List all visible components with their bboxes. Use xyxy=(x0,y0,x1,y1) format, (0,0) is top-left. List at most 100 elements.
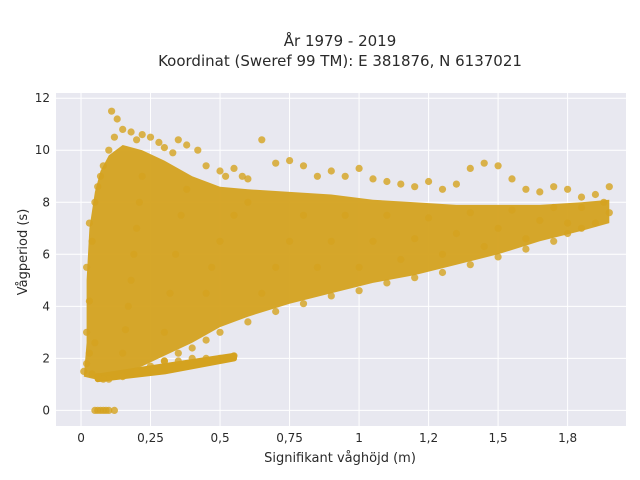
data-point xyxy=(600,198,608,206)
data-point xyxy=(341,172,349,180)
data-point xyxy=(113,115,121,123)
x-tick-label: 1,2 xyxy=(419,431,438,445)
data-point xyxy=(127,276,135,284)
x-axis-label: Signifikant våghöjd (m) xyxy=(264,451,416,466)
data-point xyxy=(244,198,252,206)
data-point xyxy=(138,131,146,139)
data-point xyxy=(91,198,99,206)
data-point xyxy=(105,406,113,414)
data-point xyxy=(550,237,558,245)
y-tick-label: 10 xyxy=(35,143,50,157)
data-point xyxy=(105,146,113,154)
data-point xyxy=(177,211,185,219)
data-point xyxy=(85,349,93,357)
data-point xyxy=(183,185,191,193)
data-point xyxy=(411,274,419,282)
data-point xyxy=(146,362,155,370)
data-point xyxy=(194,146,202,154)
data-point xyxy=(99,162,107,170)
x-tick-label: 1,8 xyxy=(558,431,577,445)
data-point xyxy=(88,237,96,245)
data-point xyxy=(591,219,600,227)
data-point xyxy=(522,235,530,243)
data-point xyxy=(397,180,405,188)
data-point xyxy=(466,209,474,217)
data-point xyxy=(91,339,99,347)
data-point xyxy=(174,349,182,357)
data-point xyxy=(564,229,572,238)
data-point xyxy=(383,279,391,287)
data-point xyxy=(216,167,224,175)
data-point xyxy=(550,203,558,212)
data-point xyxy=(299,211,308,219)
data-point xyxy=(230,211,238,219)
data-point xyxy=(108,107,116,115)
data-point xyxy=(327,237,335,245)
data-point xyxy=(508,206,516,214)
data-point xyxy=(438,268,447,277)
data-point xyxy=(169,149,177,157)
data-point xyxy=(272,263,280,271)
data-point xyxy=(299,300,308,308)
y-tick-label: 6 xyxy=(42,247,50,261)
data-point xyxy=(438,250,447,258)
data-point xyxy=(202,354,210,362)
y-tick-labels: 0 2 4 6 8 10 12 xyxy=(35,91,50,417)
data-point xyxy=(155,138,163,146)
data-point xyxy=(313,172,321,180)
data-point xyxy=(286,237,294,245)
data-point xyxy=(166,289,174,297)
data-point xyxy=(452,180,460,188)
data-point xyxy=(119,373,127,381)
scatter-points xyxy=(80,107,613,414)
data-point xyxy=(110,406,118,414)
data-point xyxy=(216,328,224,336)
data-point xyxy=(466,261,474,269)
data-point xyxy=(258,289,266,297)
data-point xyxy=(564,219,572,227)
data-point xyxy=(188,354,196,362)
data-point xyxy=(133,136,141,144)
data-point xyxy=(355,263,363,271)
grid-lines xyxy=(56,93,626,426)
data-point xyxy=(355,164,363,172)
data-point xyxy=(522,185,530,193)
data-point xyxy=(230,352,238,360)
y-tick-label: 2 xyxy=(42,351,50,365)
data-point xyxy=(119,125,127,133)
chart-title-line1: År 1979 - 2019 xyxy=(284,31,397,50)
data-point xyxy=(83,263,91,271)
data-point xyxy=(327,292,335,300)
data-point xyxy=(605,183,613,191)
x-tick-label: 0,25 xyxy=(137,431,164,445)
data-point xyxy=(135,198,143,206)
data-point xyxy=(411,235,419,243)
data-point xyxy=(466,164,474,172)
data-point xyxy=(355,287,363,295)
y-tick-label: 8 xyxy=(42,195,50,209)
data-point xyxy=(299,162,308,170)
data-point xyxy=(216,354,224,362)
data-point xyxy=(494,224,502,232)
data-point xyxy=(188,344,196,352)
data-point xyxy=(133,367,141,375)
data-point xyxy=(508,175,516,183)
point-cloud-core xyxy=(83,145,610,380)
data-point xyxy=(127,128,135,136)
data-point xyxy=(174,136,182,144)
data-point xyxy=(183,141,191,149)
data-point xyxy=(383,211,391,219)
data-point xyxy=(272,159,280,167)
data-point xyxy=(202,289,210,297)
data-point xyxy=(238,172,246,180)
data-point xyxy=(480,159,488,167)
data-point xyxy=(88,370,96,378)
data-point xyxy=(536,216,544,225)
data-point xyxy=(160,328,168,336)
y-tick-label: 12 xyxy=(35,91,50,105)
data-point xyxy=(577,193,586,201)
data-point xyxy=(286,157,294,165)
data-point xyxy=(105,375,113,383)
data-point xyxy=(85,297,93,305)
